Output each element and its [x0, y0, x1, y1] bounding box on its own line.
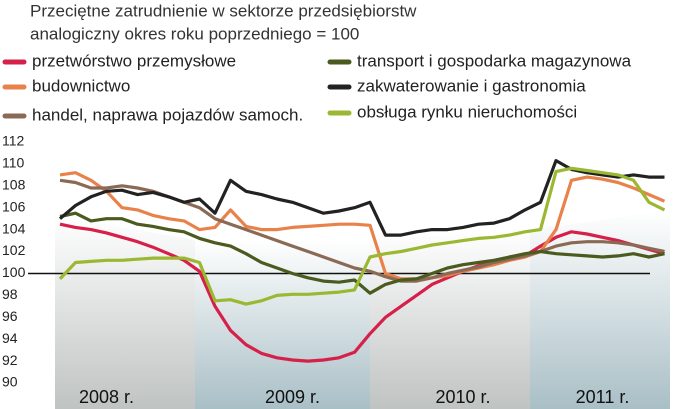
- chart-subtitle: analogiczny okres roku poprzedniego = 10…: [30, 24, 359, 43]
- series-line: [58, 166, 666, 306]
- x-tick-label: 2011 r.: [576, 387, 630, 407]
- band: [55, 215, 195, 409]
- y-tick-label: 90: [2, 374, 18, 390]
- y-tick-label: 98: [2, 286, 18, 302]
- legend-label: obsługa rynku nieruchomości: [357, 102, 577, 121]
- y-tick-label: 108: [2, 177, 26, 193]
- x-tick-label: 2009 r.: [265, 387, 320, 407]
- y-tick-label: 96: [2, 308, 18, 324]
- chart-title: Przeciętne zatrudnienie w sektorze przed…: [30, 1, 417, 20]
- y-tick-label: 106: [2, 198, 26, 214]
- series-line: [59, 222, 665, 363]
- y-tick-label: 92: [2, 352, 18, 368]
- y-tick-label: 94: [2, 330, 18, 346]
- legend-label: handel, naprawa pojazdów samoch.: [32, 105, 303, 124]
- x-tick-label: 2010 r.: [435, 387, 490, 407]
- series-line: [58, 159, 665, 237]
- band: [370, 230, 530, 409]
- y-tick-label: 110: [2, 155, 25, 171]
- y-tick-label: 100: [2, 264, 26, 280]
- band: [530, 210, 670, 409]
- y-tick-label: 102: [2, 242, 26, 258]
- legend-label: budownictwo: [32, 76, 130, 95]
- series-line: [59, 211, 665, 295]
- y-tick-label: 112: [2, 133, 25, 149]
- series-line: [59, 171, 666, 281]
- y-tick-label: 104: [2, 220, 26, 236]
- legend-label: zakwaterowanie i gastronomia: [357, 76, 586, 95]
- legend-label: transport i gospodarka magazynowa: [357, 51, 632, 70]
- x-tick-label: 2008 r.: [79, 387, 134, 407]
- legend-label: przetwórstwo przemysłowe: [32, 51, 236, 70]
